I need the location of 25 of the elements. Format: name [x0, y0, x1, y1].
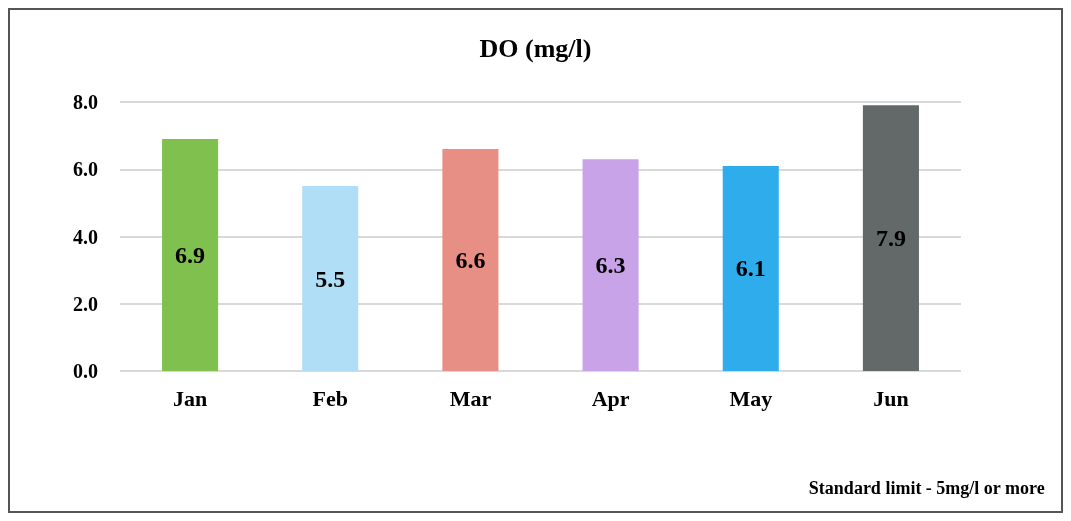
x-tick-label: Apr	[591, 385, 630, 411]
bar	[862, 105, 919, 371]
x-tick-label: Jun	[873, 385, 909, 411]
y-tick-label: 0.0	[73, 360, 98, 382]
y-tick-label: 6.0	[73, 158, 98, 181]
y-tick-label: 2.0	[73, 292, 98, 315]
data-label: 6.3	[595, 252, 626, 279]
chart-title: DO (mg/l)	[479, 33, 592, 63]
data-label: 6.6	[455, 247, 486, 274]
data-label: 6.1	[735, 255, 766, 282]
x-tick-label: Feb	[312, 385, 348, 411]
x-tick-label: Mar	[449, 385, 492, 411]
bar	[722, 165, 779, 371]
bar	[162, 138, 219, 371]
y-tick-label: 4.0	[73, 225, 98, 248]
text: Standard limit - 5mg/l or more	[808, 478, 1045, 498]
x-tick-label: May	[729, 385, 773, 411]
y-tick-label: 8.0	[73, 91, 98, 113]
bar	[442, 149, 499, 371]
x-tick-label: Jan	[172, 385, 208, 411]
bar	[582, 159, 639, 371]
bar	[302, 186, 359, 371]
data-label: 6.9	[175, 241, 206, 268]
data-label: 7.9	[875, 225, 906, 252]
data-label: 5.5	[315, 265, 346, 292]
